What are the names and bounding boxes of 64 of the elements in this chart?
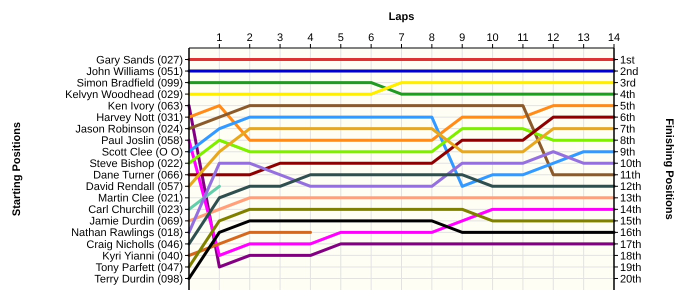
text: Martin Clee (021) — [98, 192, 183, 205]
x-tick-label: 14 — [608, 32, 620, 44]
y-tick-label: 20th — [620, 273, 642, 286]
y-tick-label: 17th — [620, 238, 642, 251]
line-series — [188, 138, 616, 257]
y-tick-label: 5th — [620, 100, 636, 112]
x-tick-label: 3 — [277, 32, 284, 44]
text: Craig Nicholls (046) — [86, 238, 183, 251]
x-tick-label: 10 — [486, 32, 499, 44]
text: Ken Ivory (063) — [108, 100, 183, 112]
x-tick-label: 12 — [547, 32, 560, 44]
line-series — [188, 104, 616, 176]
line-series — [188, 116, 616, 176]
x-tick-label: 6 — [368, 32, 374, 44]
y-axis-title: Finishing Positions — [663, 118, 675, 220]
y-tick-label: 9th — [620, 146, 636, 159]
text: Scott Clee (O O) — [102, 146, 183, 159]
x-tick-label: 7 — [398, 32, 405, 44]
x-axis-title: Laps — [388, 11, 414, 23]
y-tick-label: 13th — [620, 192, 642, 205]
x-tick-label: 5 — [338, 32, 344, 44]
x-tick-label: 13 — [578, 32, 590, 44]
text: Jason Robinson (024) — [75, 124, 183, 136]
y-tick-label: 8th — [620, 135, 636, 148]
x-tick-label: 8 — [428, 32, 435, 44]
text: Tony Parfett (047) — [96, 262, 183, 274]
line-series — [188, 150, 616, 234]
x-tick-label: 2 — [246, 32, 253, 44]
line-series — [188, 127, 616, 165]
y-tick-label: 1st — [620, 54, 635, 66]
y-tick-label: 3rd — [620, 77, 636, 90]
y-tick-label: 19th — [620, 262, 642, 274]
text: Dane Turner (066) — [93, 170, 183, 182]
text: Carl Churchill (023) — [88, 204, 183, 216]
text: David Rendall (057) — [86, 181, 183, 194]
text: Paul Joslin (058) — [101, 135, 183, 148]
text: Gary Sands (027) — [96, 54, 183, 66]
y-tick-label: 11th — [620, 170, 641, 182]
text: Jamie Durdin (069) — [89, 216, 183, 228]
text: Nathan Rawlings (018) — [71, 227, 183, 240]
y-tick-label: 12th — [620, 181, 642, 194]
y-tick-label: 6th — [620, 112, 636, 124]
text: Terry Durdin (098) — [94, 273, 183, 286]
line-series — [188, 116, 616, 188]
y-tick-label: 10th — [620, 158, 642, 170]
x-tick-label: 9 — [459, 32, 466, 44]
y-tick-label: 16th — [620, 227, 642, 240]
text: John Williams (051) — [86, 66, 183, 78]
line-series — [188, 173, 616, 246]
text: Steve Bishop (022) — [89, 158, 183, 170]
text: Kelvyn Woodhead (029) — [65, 88, 183, 101]
x-tick-label: 4 — [307, 32, 314, 44]
text: Kyri Yianni (040) — [102, 250, 183, 262]
text: Starting Positions — [11, 122, 23, 216]
y-tick-label: 18th — [620, 250, 642, 262]
text: Harvey Nott (031) — [96, 112, 183, 124]
y-tick-label: 7th — [620, 124, 636, 136]
y-tick-label: 2nd — [620, 66, 638, 78]
x-tick-label: 1 — [216, 32, 222, 44]
x-tick-label: 11 — [517, 32, 529, 44]
y-tick-label: 15th — [620, 216, 642, 228]
text: Simon Bradfield (099) — [76, 77, 183, 90]
y-tick-label: 14th — [620, 204, 642, 216]
y-tick-label: 4th — [620, 88, 636, 101]
